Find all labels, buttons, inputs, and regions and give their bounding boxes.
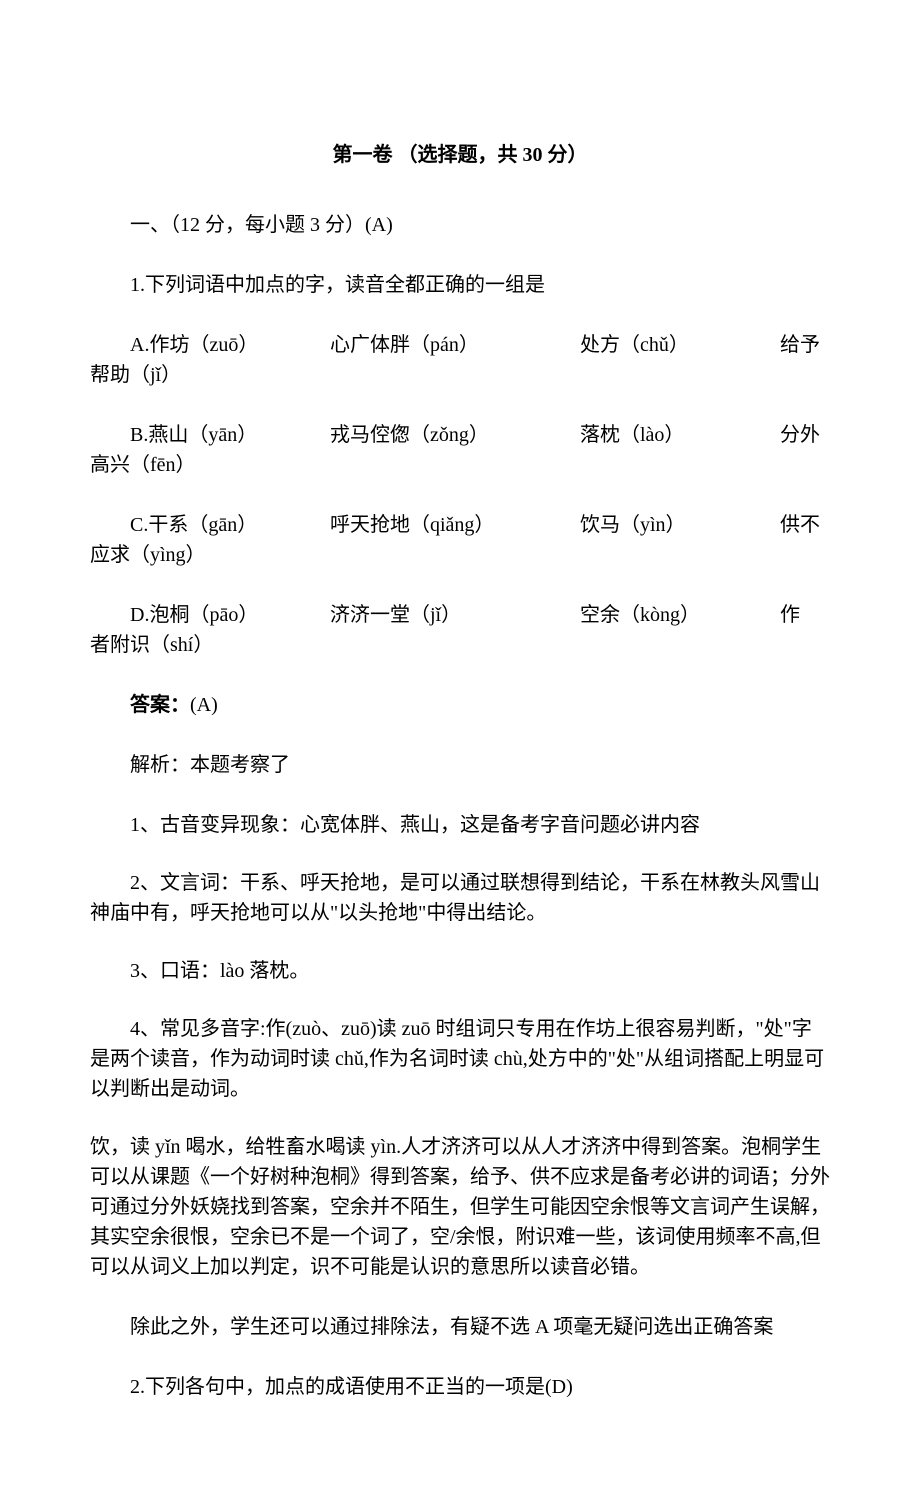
q1-option-b: B.燕山（yān） 戎马倥偬（zǒng） 落枕（lào） 分外 高兴（fēn） — [90, 420, 830, 480]
q1-b-col3: 落枕（lào） — [540, 420, 740, 450]
q1-b-col2: 戎马倥偬（zǒng） — [290, 420, 540, 450]
q1-c-col2: 呼天抢地（qiǎng） — [290, 510, 540, 540]
analysis-point-4: 4、常见多音字:作(zuò、zuō)读 zuō 时组词只专用在作坊上很容易判断，… — [90, 1014, 830, 1104]
q1-c-col3: 饮马（yìn） — [540, 510, 740, 540]
q1-a-col4: 给予 — [740, 330, 820, 360]
q1-b-col1: B.燕山（yān） — [90, 420, 290, 450]
q1-option-a: A.作坊（zuō） 心广体胖（pán） 处方（chǔ） 给予 帮助（jǐ） — [90, 330, 830, 390]
document-page: 第一卷 （选择题，共 30 分） 一、（12 分，每小题 3 分）(A) 1.下… — [0, 0, 920, 1492]
section-title: 第一卷 （选择题，共 30 分） — [90, 140, 830, 170]
analysis-intro: 解析：本题考察了 — [90, 750, 830, 780]
answer-line: 答案：(A) — [90, 690, 830, 720]
q1-stem: 1.下列词语中加点的字，读音全都正确的一组是 — [90, 270, 830, 300]
answer-label: 答案： — [130, 694, 190, 716]
q1-b-col4: 分外 — [740, 420, 820, 450]
q1-option-d: D.泡桐（pāo） 济济一堂（jǐ） 空余（kòng） 作 者附识（shí） — [90, 600, 830, 660]
q1-d-col2: 济济一堂（jǐ） — [290, 600, 540, 630]
q1-a-col3: 处方（chǔ） — [540, 330, 740, 360]
q1-a-col2: 心广体胖（pán） — [290, 330, 540, 360]
q1-d-wrap: 者附识（shí） — [90, 630, 830, 660]
q1-a-wrap: 帮助（jǐ） — [90, 360, 830, 390]
q1-c-wrap: 应求（yìng） — [90, 540, 830, 570]
q1-d-col3: 空余（kòng） — [540, 600, 740, 630]
analysis-point-3: 3、口语：lào 落枕。 — [90, 956, 830, 986]
q1-d-col4: 作 — [740, 600, 800, 630]
q1-c-col1: C.干系（gān） — [90, 510, 290, 540]
q1-b-wrap: 高兴（fēn） — [90, 450, 830, 480]
q2-stem: 2.下列各句中，加点的成语使用不正当的一项是(D) — [90, 1372, 830, 1402]
part-1-header: 一、（12 分，每小题 3 分）(A) — [90, 210, 830, 240]
analysis-point-2: 2、文言词：干系、呼天抢地，是可以通过联想得到结论，干系在林教头风雪山神庙中有，… — [90, 868, 830, 928]
q1-a-col1: A.作坊（zuō） — [90, 330, 290, 360]
q1-c-col4: 供不 — [740, 510, 820, 540]
answer-value: (A) — [190, 694, 218, 716]
q1-option-c: C.干系（gān） 呼天抢地（qiǎng） 饮马（yìn） 供不 应求（yìng… — [90, 510, 830, 570]
analysis-point-5: 饮，读 yǐn 喝水，给牲畜水喝读 yìn.人才济济可以从人才济济中得到答案。泡… — [90, 1132, 830, 1282]
q1-d-col1: D.泡桐（pāo） — [90, 600, 290, 630]
analysis-point-1: 1、古音变异现象：心宽体胖、燕山，这是备考字音问题必讲内容 — [90, 810, 830, 840]
analysis-point-6: 除此之外，学生还可以通过排除法，有疑不选 A 项毫无疑问选出正确答案 — [90, 1312, 830, 1342]
